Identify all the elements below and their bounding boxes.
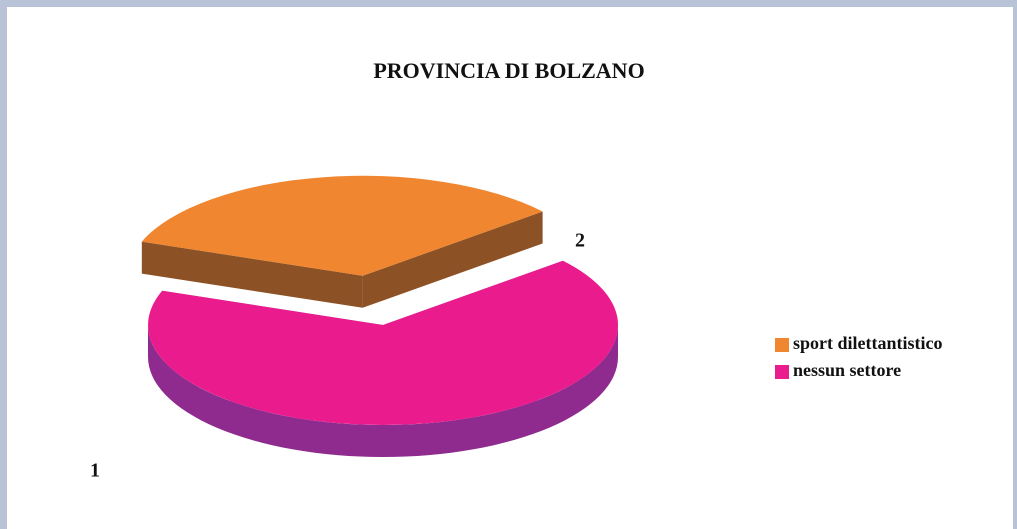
data-label: 1 <box>90 460 100 482</box>
legend-label: sport dilettantistico <box>793 333 942 353</box>
legend-label: nessun settore <box>793 360 901 380</box>
slice-side <box>362 211 543 308</box>
slice <box>141 175 543 276</box>
slice <box>148 260 619 426</box>
slice-wall <box>148 325 618 457</box>
slice-side <box>141 241 363 308</box>
chart-title: PROVINCIA DI BOLZANO <box>373 58 644 83</box>
data-label: 2 <box>575 230 585 252</box>
legend-swatch <box>775 338 789 352</box>
legend-swatch <box>775 365 789 379</box>
